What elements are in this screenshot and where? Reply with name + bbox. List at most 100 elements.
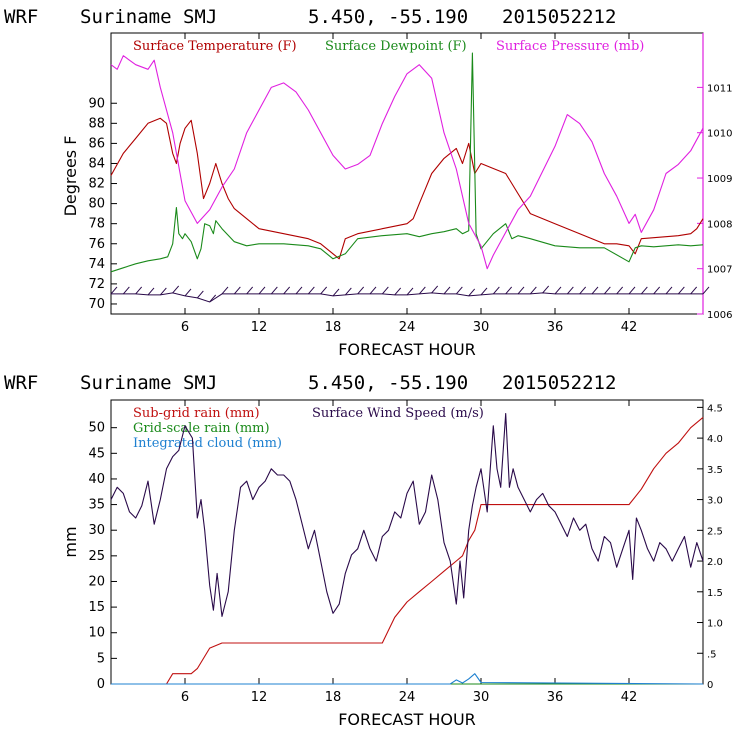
wind-barb <box>406 287 414 296</box>
x-axis-label-bottom: FORECAST HOUR <box>338 710 476 729</box>
wind-barb <box>196 290 204 299</box>
wind-barb <box>554 286 562 295</box>
surface-dewpoint-f-line <box>110 52 704 273</box>
y2-tick-label: 4.0 <box>707 434 723 445</box>
wind-barb <box>307 286 315 295</box>
wind-barb <box>394 287 402 296</box>
legend-pressure: Surface Pressure (mb) <box>496 39 644 54</box>
wind-barb <box>653 286 661 295</box>
wind-barb <box>147 287 155 296</box>
y-tick-label: 0 <box>97 677 105 692</box>
header-2: WRF Suriname SMJ 5.450, -55.190 20150522… <box>4 372 616 394</box>
x-tick-label: 18 <box>325 320 342 335</box>
header-1-location: Suriname SMJ <box>80 6 217 28</box>
wind-barb <box>172 285 180 294</box>
y2-tick-label: 3.0 <box>707 496 723 507</box>
wind-barb <box>332 288 340 297</box>
x-tick-label: 36 <box>547 320 564 335</box>
y2-tick-label: 1008 <box>707 219 732 230</box>
y-tick-label: 88 <box>88 116 105 131</box>
wind-barb <box>344 287 352 296</box>
wind-barb <box>369 286 377 295</box>
legend-gridscale-rain: Grid-scale rain (mm) <box>133 421 270 436</box>
y-tick-label: 20 <box>88 574 105 589</box>
wind-barb <box>135 286 143 295</box>
header-1: WRF Suriname SMJ 5.450, -55.190 20150522… <box>4 6 616 28</box>
x-tick-label: 42 <box>621 690 638 705</box>
wind-barb <box>529 286 537 295</box>
x-tick-label: 36 <box>547 690 564 705</box>
y-tick-label: 40 <box>88 472 105 487</box>
wind-barb <box>357 286 365 295</box>
y-tick-label: 45 <box>88 446 105 461</box>
y2-tick-label: 1007 <box>707 265 732 276</box>
wind-barb <box>677 286 685 295</box>
y-tick-label: 35 <box>88 498 105 513</box>
header-2-location: Suriname SMJ <box>80 372 217 394</box>
header-2-run: 2015052212 <box>502 372 616 394</box>
x-tick-label: 30 <box>473 320 490 335</box>
wind-barb <box>320 286 328 295</box>
x-tick-label: 6 <box>181 690 189 705</box>
y-tick-label: 72 <box>88 277 105 292</box>
y-tick-label: 30 <box>88 523 105 538</box>
wind-barb <box>184 288 192 297</box>
x-tick-label: 24 <box>399 690 416 705</box>
wind-barb <box>480 287 488 296</box>
y-tick-label: 10 <box>88 626 105 641</box>
wind-barb <box>505 286 513 295</box>
header-1-run: 2015052212 <box>502 6 616 28</box>
legend-dewpoint: Surface Dewpoint (F) <box>325 39 467 54</box>
y-tick-label: 74 <box>88 257 105 272</box>
wind-barb <box>295 286 303 295</box>
y2-tick-label: 2.5 <box>707 526 723 537</box>
y2-tick-label: .5 <box>707 649 717 660</box>
x-tick-label: 12 <box>251 690 268 705</box>
wind-barb <box>616 286 624 295</box>
wind-barb <box>468 288 476 297</box>
header-1-coords: 5.450, -55.190 <box>308 6 468 28</box>
wind-barb <box>640 286 648 295</box>
y-tick-label: 25 <box>88 549 105 564</box>
legend-integrated-cloud: Integrated cloud (mm) <box>133 436 282 451</box>
wind-barb <box>566 286 574 295</box>
wind-barb <box>690 286 698 295</box>
wind-barb <box>283 286 291 295</box>
y2-tick-label: 4.5 <box>707 403 723 414</box>
rain-panel: Sub-grid rain (mm) Grid-scale rain (mm) … <box>61 399 723 729</box>
wind-barb <box>246 286 254 295</box>
wind-barb <box>455 286 463 295</box>
wind-barb <box>270 286 278 295</box>
legend-wind-speed: Surface Wind Speed (m/s) <box>312 406 484 421</box>
wind-barb <box>431 285 439 294</box>
y2-tick-label: 1.5 <box>707 588 723 599</box>
wind-barb <box>110 286 118 295</box>
y-tick-label: 76 <box>88 237 105 252</box>
wind-barb <box>209 294 217 303</box>
legend-subgrid-rain: Sub-grid rain (mm) <box>133 406 260 421</box>
wind-barb <box>381 286 389 295</box>
header-1-model: WRF <box>4 6 38 28</box>
y-tick-label: 50 <box>88 421 105 436</box>
wind-barb <box>122 286 130 295</box>
legend-temperature: Surface Temperature (F) <box>133 39 297 54</box>
y-tick-label: 78 <box>88 217 105 232</box>
y2-tick-label: 1011 <box>707 83 732 94</box>
surface-wind-speed-m-s-line <box>110 412 704 617</box>
wind-barb <box>702 286 710 295</box>
wind-barb <box>258 286 266 295</box>
y2-tick-label: 3.5 <box>707 465 723 476</box>
surface-pressure-mb-line <box>110 55 704 270</box>
x-axis-label-top: FORECAST HOUR <box>338 340 476 359</box>
y-tick-label: 84 <box>88 156 105 171</box>
wind-barb <box>665 286 673 295</box>
wind-barb <box>418 286 426 295</box>
x-tick-label: 30 <box>473 690 490 705</box>
x-tick-label: 12 <box>251 320 268 335</box>
temperature-panel: Surface Temperature (F) Surface Dewpoint… <box>61 32 732 359</box>
y-tick-label: 80 <box>88 197 105 212</box>
y2-tick-label: 1.0 <box>707 619 723 630</box>
sub-grid-rain-mm-line <box>111 416 704 685</box>
y-tick-label: 86 <box>88 136 105 151</box>
